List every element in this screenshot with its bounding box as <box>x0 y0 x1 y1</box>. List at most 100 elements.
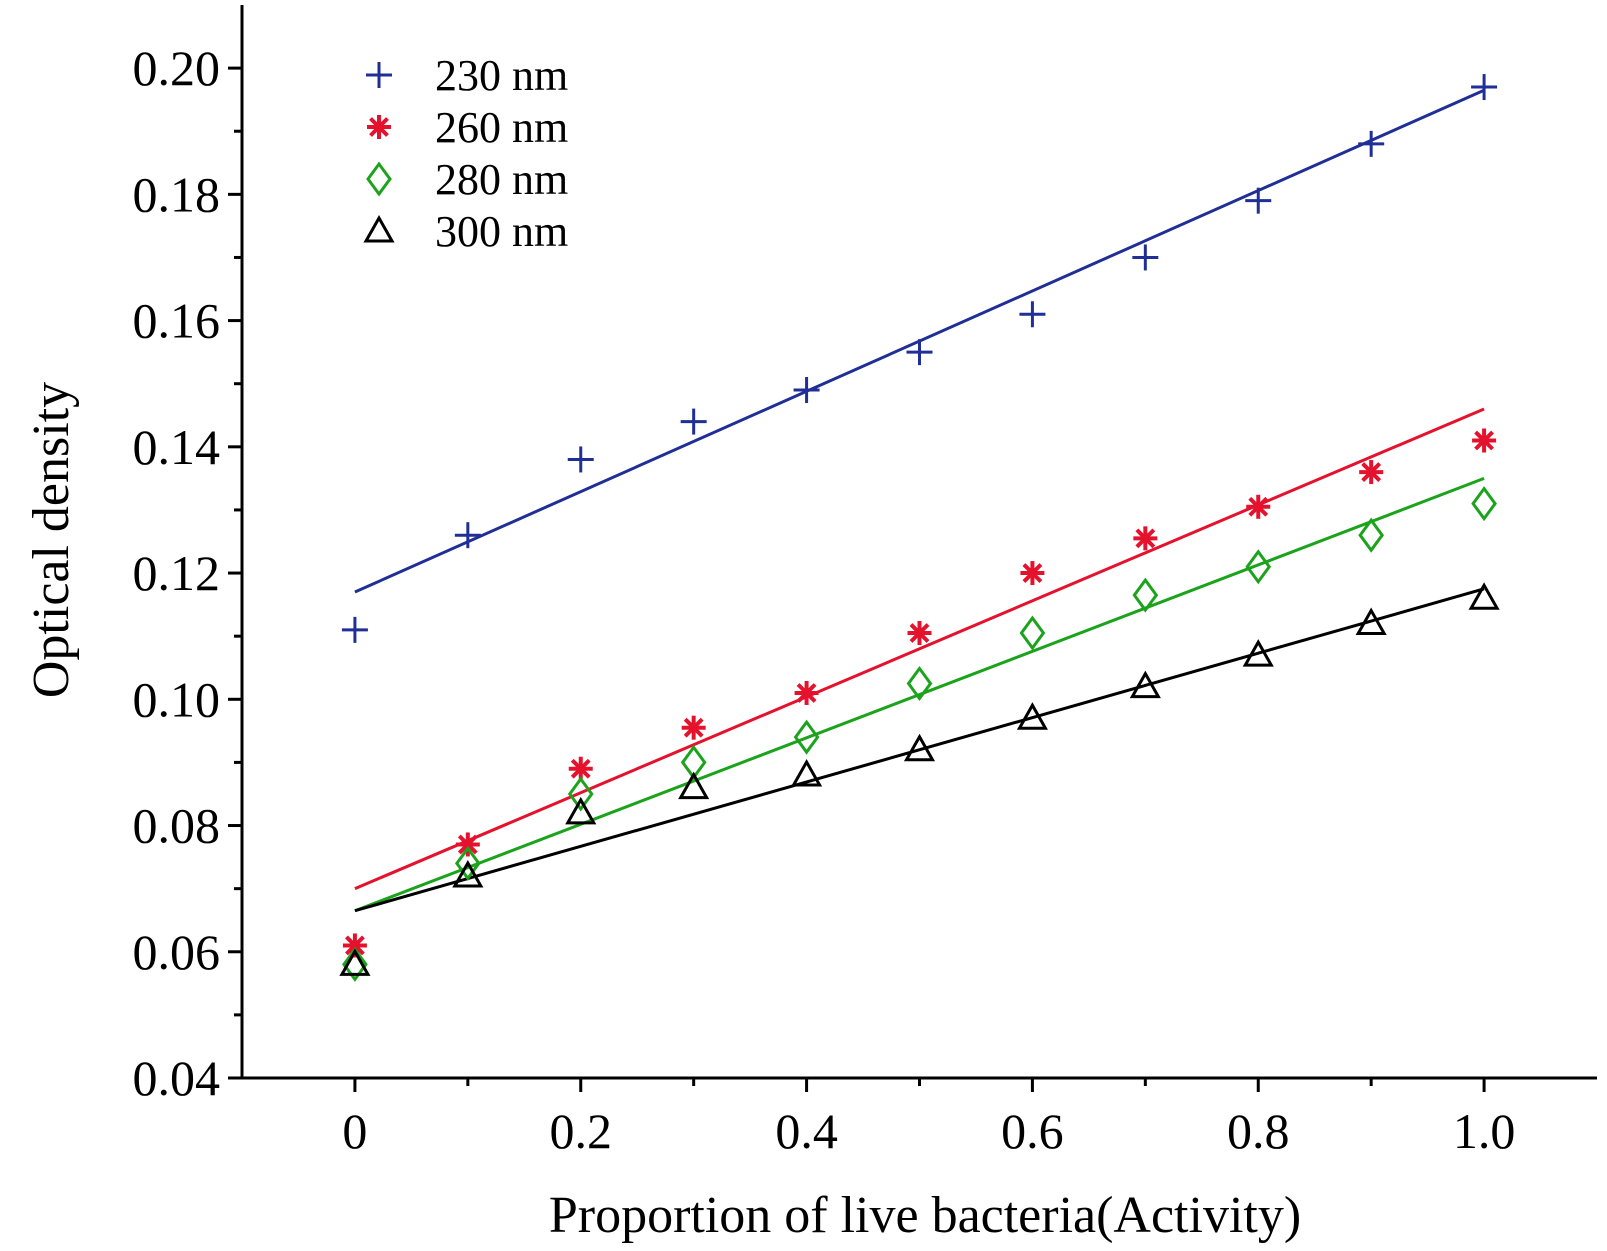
diamond-shape <box>1132 577 1159 613</box>
data-point <box>1245 549 1272 585</box>
y-tick-label: 0.16 <box>133 293 221 349</box>
x-axis-ticks: 0 0.2 0.4 0.6 0.8 1.0 <box>342 1078 1515 1159</box>
y-axis-title: Optical density <box>23 382 80 698</box>
data-point <box>907 621 932 646</box>
triangle-shape <box>363 214 395 243</box>
triangle-shape <box>339 948 371 976</box>
triangle-shape <box>1355 607 1387 636</box>
diamond-shape <box>567 776 594 812</box>
diamond-shape <box>1245 549 1272 585</box>
diamond-shape <box>793 719 820 755</box>
x-tick-label: 1.0 <box>1453 1103 1516 1159</box>
data-point <box>680 408 707 435</box>
asterisk-stroke <box>457 834 478 855</box>
x-tick-label: 0 <box>342 1103 367 1159</box>
x-axis-title: Proportion of live bacteria(Activity) <box>549 1187 1301 1244</box>
data-point <box>1016 702 1048 730</box>
data-point <box>567 776 594 812</box>
data-point <box>1132 577 1159 613</box>
triangle-shape <box>1016 702 1048 730</box>
y-tick-label: 0.20 <box>133 40 221 96</box>
legend-marker <box>363 214 395 243</box>
fit-line <box>354 587 1485 913</box>
diamond-shape <box>1358 517 1385 553</box>
legend-marker <box>366 62 392 88</box>
legend-label: 300 nm <box>435 207 568 256</box>
data-point <box>567 446 594 473</box>
data-point <box>1133 526 1158 551</box>
data-point <box>1359 460 1384 485</box>
data-point <box>678 771 710 800</box>
y-axis-ticks: 0.04 0.06 0.08 0.10 0.12 0.14 0.16 0.18 0.20 <box>133 40 242 1106</box>
data-points <box>339 74 1500 982</box>
triangle-shape <box>452 859 484 888</box>
data-point <box>1132 244 1159 271</box>
data-point <box>339 948 371 976</box>
diamond-shape <box>342 946 368 982</box>
y-tick-label: 0.04 <box>133 1050 221 1106</box>
data-point <box>342 946 368 982</box>
data-point <box>1472 428 1497 453</box>
data-point <box>1019 615 1046 651</box>
data-point <box>1129 670 1161 699</box>
data-point <box>1242 639 1274 667</box>
asterisk-stroke <box>345 935 365 956</box>
legend-label: 280 nm <box>435 155 568 204</box>
data-point <box>681 715 706 740</box>
triangle-shape <box>903 733 936 762</box>
triangle-shape <box>1468 582 1500 610</box>
x-tick-label: 0.4 <box>775 1103 838 1159</box>
asterisk-stroke <box>909 623 930 643</box>
triangle-shape <box>678 771 710 800</box>
legend-label: 230 nm <box>435 51 568 100</box>
data-point <box>1020 561 1045 586</box>
legend-marker <box>367 115 391 139</box>
data-point <box>1358 130 1385 157</box>
x-tick-label: 0.6 <box>1001 1103 1064 1159</box>
legend-label: 260 nm <box>435 103 568 152</box>
triangle-shape <box>1129 670 1161 699</box>
asterisk-stroke <box>1022 563 1043 583</box>
diamond-shape <box>906 665 933 702</box>
asterisk-stroke <box>1248 496 1269 517</box>
data-point <box>455 832 480 857</box>
fit-line <box>354 476 1485 913</box>
data-point <box>791 758 823 787</box>
asterisk-stroke <box>1361 462 1382 482</box>
y-tick-label: 0.14 <box>133 419 221 475</box>
data-point <box>1358 517 1385 553</box>
data-point <box>454 845 481 881</box>
asterisk-stroke <box>796 683 817 703</box>
y-tick-label: 0.12 <box>133 545 221 601</box>
asterisk-stroke <box>1474 430 1494 451</box>
x-tick-label: 0.8 <box>1227 1103 1290 1159</box>
diamond-shape <box>366 161 392 197</box>
asterisk-stroke <box>369 117 389 137</box>
diamond-shape <box>1471 486 1497 522</box>
data-point <box>454 522 481 549</box>
data-point <box>906 665 933 702</box>
y-tick-label: 0.10 <box>133 671 221 727</box>
x-tick-label: 0.2 <box>550 1103 613 1159</box>
asterisk-stroke <box>570 758 591 779</box>
data-point <box>1471 486 1497 522</box>
data-point <box>906 339 933 366</box>
y-tick-label: 0.08 <box>133 798 221 854</box>
diamond-shape <box>1019 615 1046 651</box>
legend-marker <box>366 161 392 197</box>
triangle-shape <box>565 796 597 825</box>
data-point <box>1019 301 1046 328</box>
data-point <box>794 680 819 705</box>
data-point <box>1468 582 1500 610</box>
triangle-shape <box>791 758 823 787</box>
data-point <box>1245 187 1272 214</box>
diamond-shape <box>454 845 481 881</box>
triangle-shape <box>1242 639 1274 667</box>
y-tick-label: 0.06 <box>133 924 221 980</box>
y-tick-label: 0.18 <box>133 166 221 222</box>
data-point <box>793 719 820 755</box>
asterisk-stroke <box>683 717 704 738</box>
data-point <box>1471 74 1498 101</box>
